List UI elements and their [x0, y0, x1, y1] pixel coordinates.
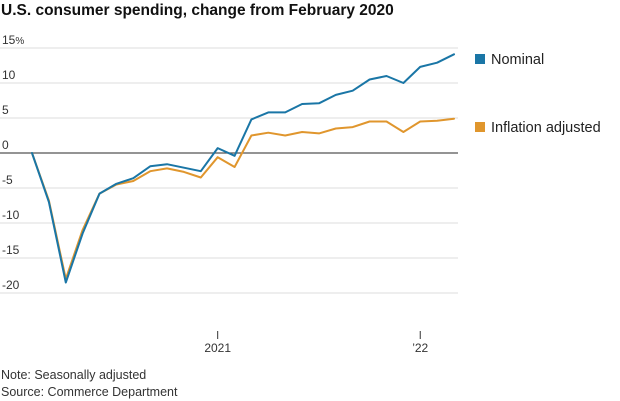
y-tick-label: 15%	[2, 33, 24, 47]
series-line-nominal	[31, 53, 455, 284]
x-axis-ticks: 2021 ’22	[204, 331, 429, 355]
legend: Nominal Inflation adjusted	[475, 52, 601, 136]
x-tick-label: ’22	[412, 341, 428, 355]
legend-label: Nominal	[491, 52, 544, 68]
y-axis-tick-labels: 15% 10 5 0 -5 -10 -15 -20	[2, 33, 24, 292]
y-tick-label: -10	[2, 208, 20, 222]
chart-title: U.S. consumer spending, change from Febr…	[1, 2, 394, 19]
footnotes: Note: Seasonally adjusted Source: Commer…	[1, 367, 177, 401]
y-tick-label: -20	[2, 278, 20, 292]
series-line-inflation-adjusted	[31, 117, 455, 280]
line-chart: 15% 10 5 0 -5 -10 -15 -20 2021 ’22 Nominal Inflat…	[0, 33, 601, 355]
y-tick-label: 5	[2, 103, 9, 117]
y-tick-label: -15	[2, 243, 20, 257]
y-tick-label: 10	[2, 68, 16, 82]
legend-swatch	[475, 54, 485, 64]
legend-swatch	[475, 122, 485, 132]
gridlines	[0, 47, 458, 294]
x-tick-label: 2021	[204, 341, 231, 355]
legend-label: Inflation adjusted	[491, 120, 601, 136]
note-text: Note: Seasonally adjusted	[1, 368, 147, 382]
source-text: Source: Commerce Department	[1, 385, 178, 399]
y-tick-label: 0	[2, 138, 9, 152]
series-lines	[31, 53, 455, 284]
y-tick-label: -5	[2, 173, 13, 187]
